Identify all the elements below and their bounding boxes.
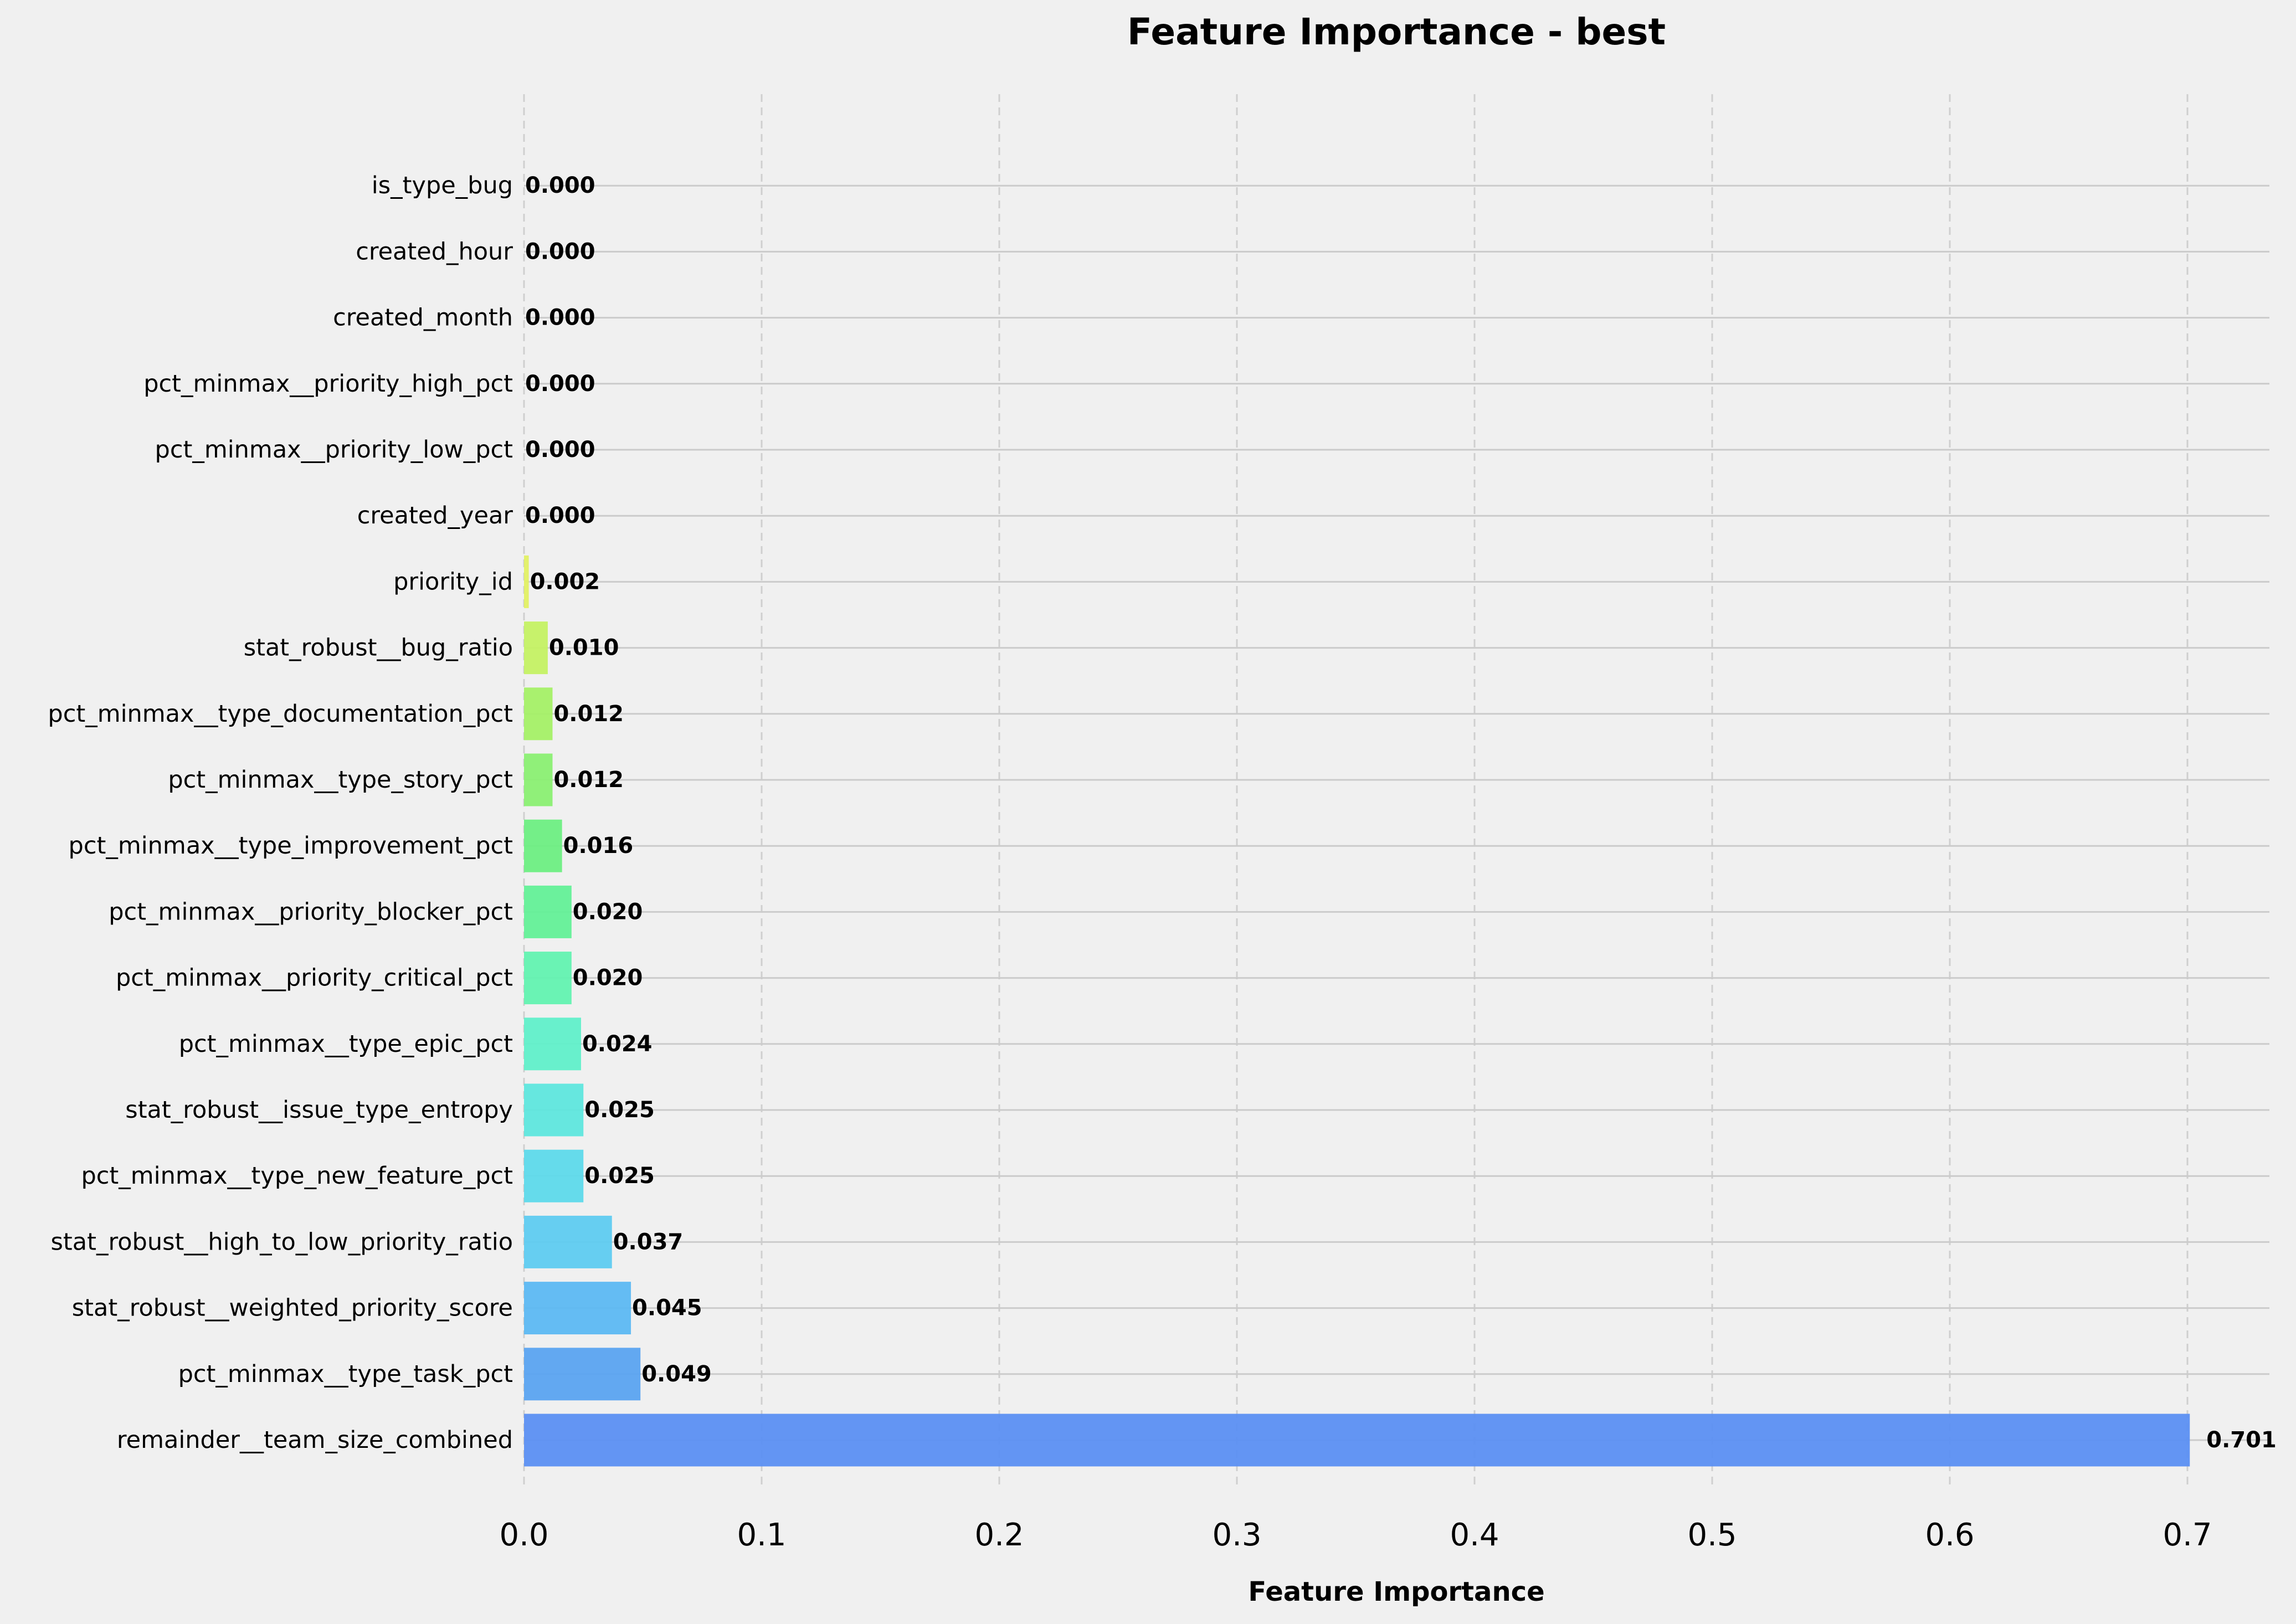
x-tick-label: 0.7 <box>2163 1517 2212 1553</box>
y-tick-label: pct_minmax__priority_critical_pct <box>116 964 513 992</box>
y-tick-label: stat_robust__weighted_priority_score <box>72 1294 513 1322</box>
x-tick-label: 0.1 <box>737 1517 786 1553</box>
bar-value-label: 0.000 <box>525 437 595 462</box>
y-tick-label: created_year <box>357 502 513 530</box>
y-tick-label: is_type_bug <box>372 172 513 199</box>
y-tick-label: stat_robust__high_to_low_priority_ratio <box>51 1228 513 1256</box>
y-tick-label: pct_minmax__type_improvement_pct <box>69 832 513 860</box>
y-tick-label: priority_id <box>393 568 513 595</box>
grid-layer <box>523 94 2269 1484</box>
bar <box>524 753 553 806</box>
bar-value-label: 0.020 <box>573 965 643 991</box>
bar-value-label: 0.012 <box>553 767 624 793</box>
y-tick-label: stat_robust__bug_ratio <box>244 634 513 662</box>
bar <box>524 1017 581 1071</box>
bar-value-label: 0.037 <box>613 1229 684 1255</box>
bar-value-label: 0.045 <box>632 1296 702 1321</box>
bar-value-label: 0.000 <box>525 173 595 198</box>
bar <box>524 1083 584 1137</box>
y-tick-label: pct_minmax__type_story_pct <box>168 766 513 794</box>
y-tick-label: created_month <box>333 304 513 332</box>
bar-value-label: 0.002 <box>530 569 600 594</box>
bar <box>524 1215 612 1268</box>
label-layer: 0.701 0.049 0.045 0.037 0.025 0.025 0.024 0.020… <box>525 173 2277 1453</box>
bar <box>524 1414 2190 1467</box>
y-tick-label: pct_minmax__priority_blocker_pct <box>109 898 513 926</box>
y-tick-label: pct_minmax__type_task_pct <box>178 1360 513 1388</box>
bar <box>524 621 548 675</box>
bar <box>524 952 572 1005</box>
y-tick-label: pct_minmax__priority_low_pct <box>155 436 513 464</box>
bar-value-label: 0.701 <box>2206 1427 2277 1453</box>
chart-title: Feature Importance - best <box>1127 11 1666 53</box>
bar-value-label: 0.020 <box>573 899 643 924</box>
y-tick-label: pct_minmax__type_epic_pct <box>179 1030 513 1058</box>
bar-value-label: 0.016 <box>563 833 634 859</box>
x-tick-label: 0.6 <box>1925 1517 1974 1553</box>
bar-value-label: 0.025 <box>584 1163 655 1189</box>
bar <box>524 1282 631 1335</box>
y-tick-label: pct_minmax__type_new_feature_pct <box>81 1162 513 1190</box>
bar <box>524 1149 584 1202</box>
x-tick-label: 0.0 <box>499 1517 548 1553</box>
bar <box>524 687 553 741</box>
bar-value-label: 0.000 <box>525 305 595 331</box>
y-tick-label: created_hour <box>356 238 513 265</box>
axis-layer: remainder__team_size_combined pct_minmax_… <box>48 172 2212 1553</box>
x-tick-label: 0.2 <box>974 1517 1024 1553</box>
y-tick-label: stat_robust__issue_type_entropy <box>125 1096 513 1124</box>
y-tick-label: pct_minmax__type_documentation_pct <box>48 700 513 728</box>
bar <box>524 819 562 872</box>
bar-value-label: 0.000 <box>525 239 595 264</box>
bar <box>524 885 572 938</box>
bar-layer <box>524 555 2190 1467</box>
x-tick-label: 0.4 <box>1450 1517 1499 1553</box>
bar <box>524 555 529 608</box>
bar-value-label: 0.024 <box>582 1031 653 1057</box>
bar-value-label: 0.025 <box>584 1097 655 1123</box>
y-tick-label: remainder__team_size_combined <box>117 1426 513 1454</box>
bar-value-label: 0.012 <box>553 701 624 727</box>
x-axis-label: Feature Importance <box>1248 1576 1544 1607</box>
bar-value-label: 0.000 <box>525 503 595 528</box>
x-tick-label: 0.3 <box>1212 1517 1261 1553</box>
bar-value-label: 0.010 <box>549 635 619 661</box>
bar <box>524 1348 641 1401</box>
y-tick-label: pct_minmax__priority_high_pct <box>143 370 513 398</box>
x-tick-label: 0.5 <box>1687 1517 1737 1553</box>
bar-value-label: 0.049 <box>641 1361 712 1387</box>
bar-value-label: 0.000 <box>525 371 595 397</box>
